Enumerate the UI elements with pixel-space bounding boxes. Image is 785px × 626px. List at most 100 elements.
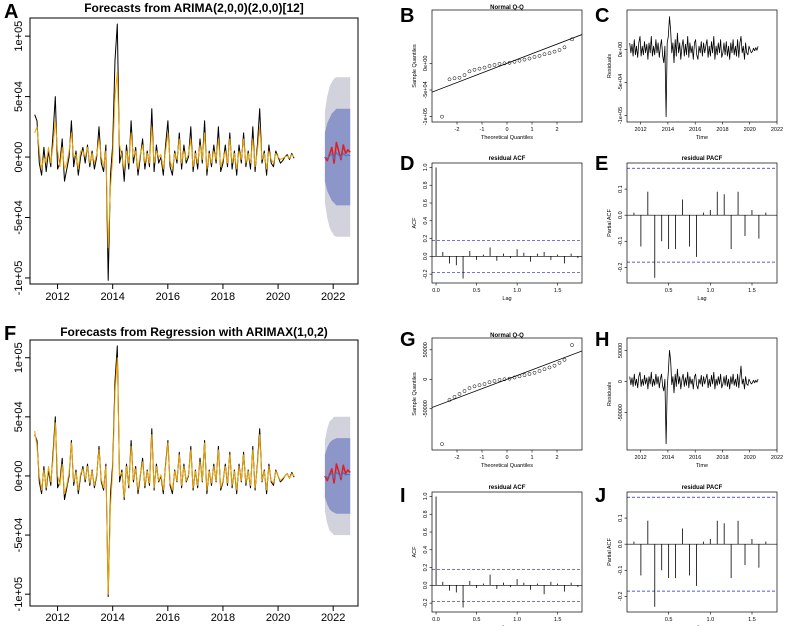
x-tick-label: 2012 — [45, 291, 69, 303]
plot-frame — [626, 491, 778, 613]
qq-point — [462, 73, 467, 77]
plot-frame — [431, 9, 583, 123]
chart-title: Forecasts from ARIMA(2,0,0)(2,0,0)[12] — [84, 1, 304, 15]
panel-letter-h: H — [595, 329, 609, 351]
y-tick-label: 1e+05 — [13, 21, 25, 52]
chart-panel-c: 2012 2014 2016 2018 2020 2022 -1e+05 -5e+04 0e+0… — [607, 9, 783, 141]
y-tick-label: 0.2 — [423, 564, 429, 572]
qq-point — [472, 384, 477, 389]
y-tick-label: -0.1 — [618, 566, 624, 575]
qq-point — [487, 380, 492, 385]
qq-point — [552, 49, 557, 54]
qq-point — [532, 55, 537, 59]
qq-point — [447, 398, 452, 402]
x-tick-label: -2 — [455, 127, 460, 133]
qq-point — [507, 376, 512, 381]
y-tick-label: -5e+04 — [13, 518, 25, 553]
y-tick-label: 0e+00 — [423, 56, 429, 71]
y-tick-label: 5e+04 — [13, 81, 25, 112]
panel-letter-g: G — [400, 329, 416, 351]
chart-title: Normal Q-Q — [490, 5, 524, 11]
x-axis-label: Time — [696, 463, 708, 469]
chart-title: residual ACF — [489, 156, 526, 162]
y-tick-label: -0.2 — [618, 263, 624, 272]
x-tick-label: 2018 — [716, 455, 728, 461]
panel-letter-c: C — [595, 5, 609, 27]
x-tick-label: 2020 — [744, 127, 756, 133]
chart-panel-a: Forecasts from ARIMA(2,0,0)(2,0,0)[12] 20… — [13, 1, 359, 303]
qq-point — [522, 373, 527, 377]
x-tick-label: 2016 — [156, 612, 180, 624]
plot-area — [34, 345, 351, 597]
qq-reference-line — [432, 350, 582, 408]
x-tick-label: -1 — [480, 455, 485, 461]
y-tick-label: 5e+04 — [13, 401, 25, 432]
y-tick-label: -0.2 — [423, 598, 429, 607]
x-tick-label: 2014 — [662, 455, 674, 461]
qq-point — [570, 37, 574, 42]
x-tick-label: 2020 — [266, 612, 290, 624]
x-tick-label: 1 — [530, 127, 533, 133]
chart-title: Forecasts from Regression with ARIMAX(1,… — [60, 325, 328, 339]
x-tick-label: 0.5 — [473, 617, 481, 623]
qq-point — [517, 58, 522, 63]
qq-point — [537, 369, 542, 373]
qq-point — [472, 67, 477, 72]
x-tick-label: 0.5 — [473, 288, 481, 294]
plot-area — [432, 496, 582, 608]
qq-point — [497, 378, 502, 382]
y-tick-label: -5e+04 — [423, 81, 429, 98]
qq-point — [512, 59, 517, 64]
x-tick-label: 2016 — [156, 291, 180, 303]
panel-letter-j: J — [595, 485, 606, 507]
x-tick-label: 2018 — [211, 612, 235, 624]
chart-panel-j: residual PACF0.51.01.5-0.2-0.10.00.1LagP… — [607, 485, 778, 626]
y-tick-label: 0e+00 — [13, 142, 25, 173]
qq-point — [457, 75, 462, 80]
y-tick-label: 0.6 — [423, 528, 429, 536]
y-tick-label: -0.1 — [618, 237, 624, 246]
x-tick-label: 2014 — [100, 612, 124, 624]
x-tick-label: 2014 — [100, 291, 124, 303]
y-tick-label: 0 — [618, 380, 624, 383]
x-tick-label: -1 — [480, 127, 485, 133]
qq-point — [547, 365, 552, 370]
plot-area — [34, 23, 351, 281]
x-tick-label: 0.0 — [432, 288, 440, 294]
qq-point — [502, 377, 507, 382]
forecast-interval-80 — [324, 438, 351, 514]
x-tick-label: 2022 — [321, 612, 345, 624]
y-tick-label: -0.2 — [423, 269, 429, 278]
series-line-forecast-mean — [324, 471, 351, 480]
y-axis-label: ACF — [412, 217, 418, 229]
chart-title: residual PACF — [682, 156, 723, 162]
y-tick-label: -1e+05 — [13, 577, 25, 612]
y-tick-label: 1.0 — [423, 164, 429, 172]
qq-point — [562, 45, 567, 50]
x-tick-label: 2016 — [689, 127, 701, 133]
y-tick-label: 0.4 — [423, 546, 429, 554]
x-tick-label: 2 — [555, 127, 558, 133]
panel-letter-a: A — [4, 1, 18, 23]
qq-point — [527, 372, 532, 376]
chart-panel-b: Normal Q-Q -2 -1 0 1 2 -1e+05 -5e+04 0e+00 Theore… — [412, 5, 583, 141]
x-axis-label: Lag — [697, 296, 706, 302]
x-tick-label: 1.0 — [513, 288, 521, 294]
chart-panel-h: 2012 2014 2016 2018 2020 2022 -50000 0 50000 Time… — [607, 337, 783, 469]
qq-point — [562, 357, 567, 362]
series-line-forecast-mean — [324, 151, 351, 161]
chart-panel-i: residual ACF 0.0 0.5 1.0 1.5 -0.2 0.0 0.2 0.4 0.6… — [412, 485, 583, 626]
y-axis-label: Sample Quantiles — [412, 372, 418, 416]
plot-frame — [626, 162, 778, 284]
x-tick-label: 0.5 — [665, 617, 673, 623]
x-tick-label: 1.0 — [707, 617, 715, 623]
chart-title: Normal Q-Q — [490, 333, 524, 339]
plot-area — [432, 34, 582, 119]
y-tick-label: 0.8 — [423, 181, 429, 189]
y-tick-label: 0.4 — [423, 217, 429, 225]
chart-panel-d: residual ACF 0.0 0.5 1.0 1.5 -0.2 0.0 0.2 0.4 0.6… — [412, 156, 583, 302]
qq-point — [542, 367, 547, 372]
plot-frame — [431, 491, 583, 613]
y-tick-label: 1.0 — [423, 493, 429, 501]
